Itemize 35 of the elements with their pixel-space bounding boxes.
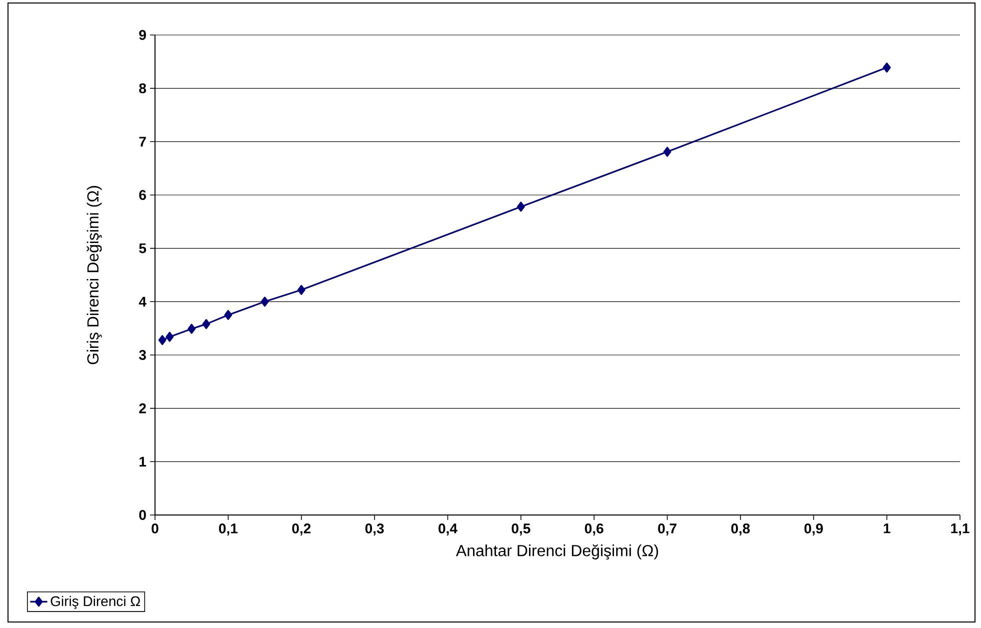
y-tick-label: 8 <box>139 83 146 94</box>
x-tick-label: 0,3 <box>365 524 384 536</box>
y-tick-label: 2 <box>139 403 146 414</box>
y-tick-label: 6 <box>139 190 146 200</box>
x-tick-label: 0,8 <box>731 524 750 536</box>
legend-label: Giriş Direnci Ω <box>50 596 140 610</box>
x-tick-label: 0,5 <box>512 524 530 536</box>
y-tick-label: 4 <box>138 296 146 306</box>
x-tick-label: 1 <box>884 524 890 534</box>
point <box>188 324 196 334</box>
x-tick-label: 0,7 <box>658 524 676 536</box>
point <box>158 335 166 346</box>
point <box>516 202 525 212</box>
point <box>224 310 232 320</box>
y-tick-label: 1 <box>140 456 146 466</box>
x-tick-label: 0,1 <box>219 524 238 536</box>
point <box>166 332 174 342</box>
y-tick-label: 5 <box>139 243 146 254</box>
x-tick-label: 0 <box>152 524 158 534</box>
point <box>202 319 210 330</box>
y-tick-label: 7 <box>139 136 146 146</box>
point <box>297 284 306 295</box>
x-tick-label: 0,6 <box>584 524 604 536</box>
point <box>260 296 269 307</box>
y-tick-label: 3 <box>139 350 146 360</box>
x-tick-label: 1,1 <box>951 524 970 536</box>
x-axis-title: Anahtar Direnci Değişimi (Ω) <box>456 544 658 560</box>
y-tick-label: 9 <box>139 30 146 40</box>
y-tick-label: 0 <box>139 510 146 520</box>
point <box>882 62 891 73</box>
point <box>663 146 672 157</box>
x-tick-label: 0,2 <box>292 524 311 536</box>
y-axis-title: Giriş Direnci Değişimi (Ω) <box>86 186 102 364</box>
x-tick-label: 0,4 <box>438 524 458 536</box>
x-tick-label: 0,9 <box>804 524 823 536</box>
